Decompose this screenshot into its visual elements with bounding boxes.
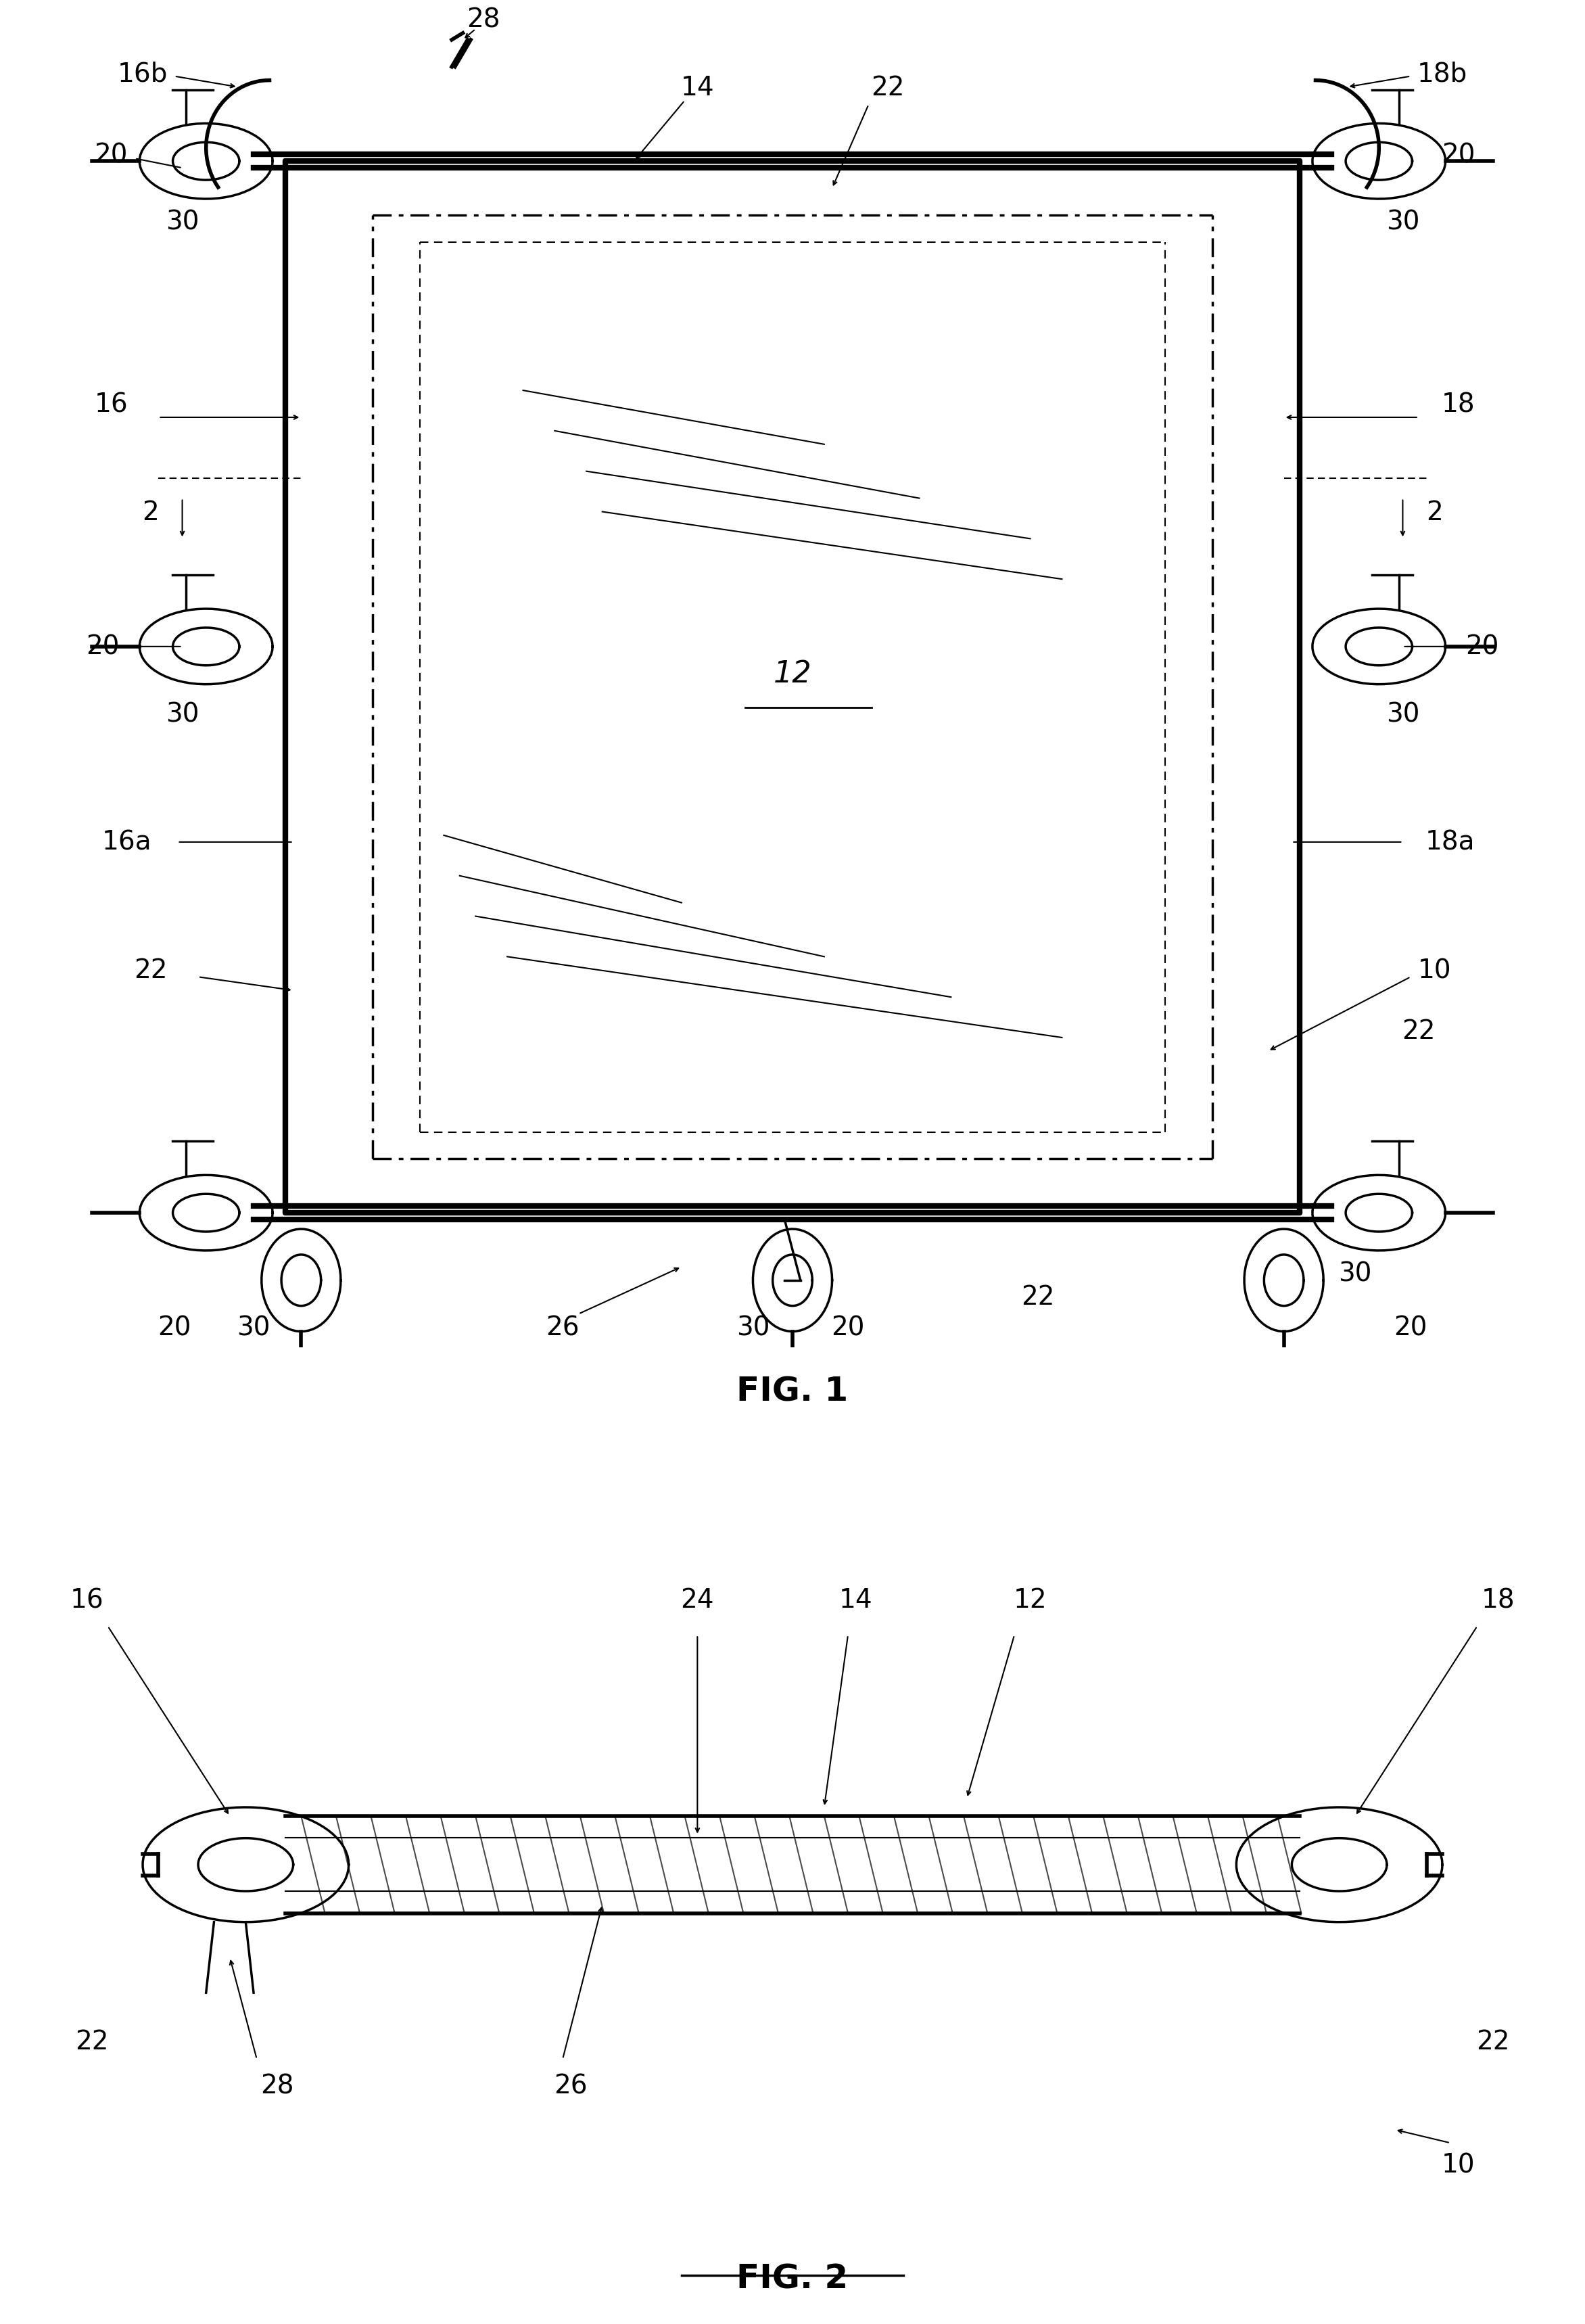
- Text: 12: 12: [1013, 1587, 1048, 1613]
- Text: 10: 10: [1441, 2152, 1476, 2178]
- Text: 18: 18: [1441, 390, 1476, 418]
- Text: 10: 10: [1417, 957, 1452, 983]
- Text: FIG. 2: FIG. 2: [737, 2261, 848, 2294]
- Text: 20: 20: [157, 1315, 192, 1341]
- Text: 2: 2: [1426, 500, 1442, 525]
- Text: 28: 28: [260, 2073, 295, 2099]
- Text: 16b: 16b: [117, 60, 168, 86]
- Text: 20: 20: [1441, 142, 1476, 167]
- Text: 30: 30: [1338, 1262, 1373, 1287]
- Text: 22: 22: [74, 2029, 109, 2054]
- Text: 30: 30: [165, 209, 200, 235]
- Text: 30: 30: [1385, 702, 1420, 727]
- Text: 28: 28: [466, 7, 501, 33]
- Text: 16a: 16a: [101, 830, 152, 855]
- Text: 20: 20: [86, 634, 120, 660]
- Text: 16: 16: [94, 390, 128, 418]
- Text: 2: 2: [143, 500, 158, 525]
- Text: 12: 12: [773, 660, 812, 688]
- Text: 14: 14: [838, 1587, 873, 1613]
- Text: 18b: 18b: [1417, 60, 1468, 86]
- Text: 30: 30: [1385, 209, 1420, 235]
- Text: 22: 22: [870, 74, 905, 100]
- Text: 30: 30: [236, 1315, 271, 1341]
- Text: 22: 22: [1401, 1018, 1436, 1043]
- Text: 30: 30: [735, 1315, 770, 1341]
- Text: 24: 24: [680, 1587, 715, 1613]
- Text: 20: 20: [1465, 634, 1499, 660]
- Text: 26: 26: [553, 2073, 588, 2099]
- Text: 30: 30: [165, 702, 200, 727]
- Text: FIG. 1: FIG. 1: [737, 1376, 848, 1408]
- Text: 26: 26: [545, 1315, 580, 1341]
- Text: 20: 20: [1393, 1315, 1428, 1341]
- Text: 22: 22: [1021, 1283, 1056, 1308]
- Text: 14: 14: [680, 74, 715, 100]
- Text: 22: 22: [133, 957, 168, 983]
- Text: 20: 20: [831, 1315, 865, 1341]
- Text: 18: 18: [1480, 1587, 1515, 1613]
- Text: 18a: 18a: [1425, 830, 1476, 855]
- Text: 22: 22: [1476, 2029, 1511, 2054]
- Text: 16: 16: [70, 1587, 105, 1613]
- Text: 20: 20: [94, 142, 128, 167]
